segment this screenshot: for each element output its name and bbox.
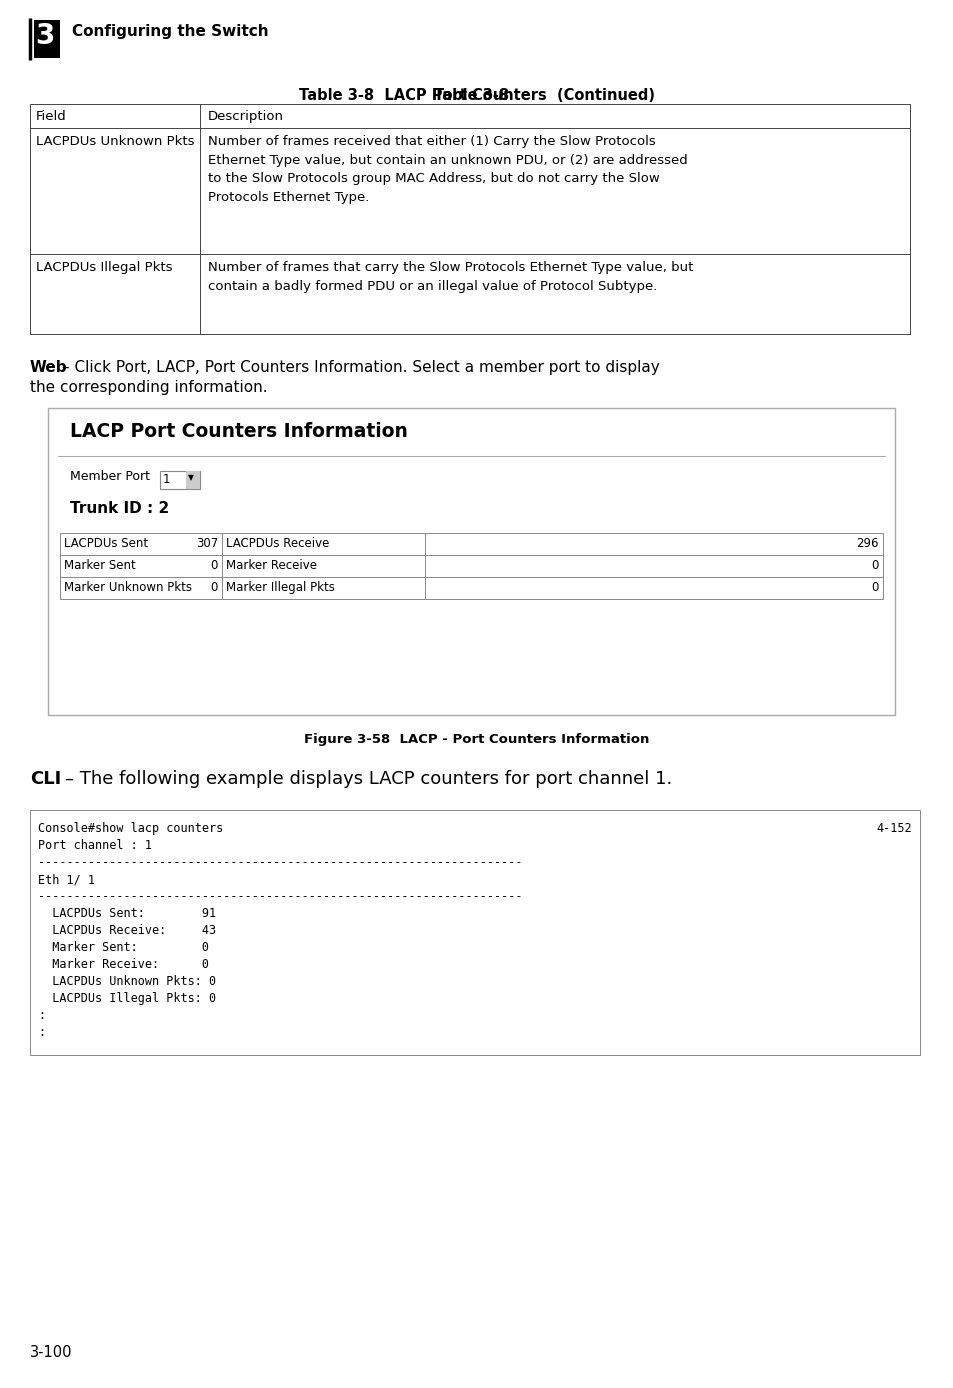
Text: Marker Unknown Pkts: Marker Unknown Pkts: [64, 582, 192, 594]
Text: Description: Description: [208, 110, 284, 124]
Text: LACPDUs Illegal Pkts: LACPDUs Illegal Pkts: [36, 261, 172, 273]
Text: – Click Port, LACP, Port Counters Information. Select a member port to display: – Click Port, LACP, Port Counters Inform…: [62, 359, 659, 375]
Text: Marker Receive: Marker Receive: [226, 559, 316, 572]
Text: Web: Web: [30, 359, 68, 375]
Text: 296: 296: [856, 537, 878, 550]
Text: Figure 3-58  LACP - Port Counters Information: Figure 3-58 LACP - Port Counters Informa…: [304, 733, 649, 745]
Bar: [186, 471, 200, 489]
Text: Configuring the Switch: Configuring the Switch: [71, 24, 269, 39]
Text: Number of frames received that either (1) Carry the Slow Protocols
Ethernet Type: Number of frames received that either (1…: [208, 135, 687, 204]
Text: Marker Sent:         0: Marker Sent: 0: [38, 941, 209, 954]
Text: 1: 1: [163, 473, 171, 486]
Text: 4-152: 4-152: [876, 822, 911, 836]
Bar: [34, 19, 60, 58]
Text: ▼: ▼: [188, 473, 193, 482]
Text: Port channel : 1: Port channel : 1: [38, 838, 152, 852]
Text: LACPDUs Unknown Pkts: LACPDUs Unknown Pkts: [36, 135, 194, 149]
Text: Member Port: Member Port: [70, 471, 150, 483]
Text: LACPDUs Unknown Pkts: 0: LACPDUs Unknown Pkts: 0: [38, 974, 216, 988]
Text: 0: 0: [871, 582, 878, 594]
Text: :: :: [38, 1026, 45, 1040]
Text: – The following example displays LACP counters for port channel 1.: – The following example displays LACP co…: [65, 770, 672, 788]
Text: LACPDUs Sent: LACPDUs Sent: [64, 537, 148, 550]
Text: 3: 3: [35, 22, 54, 50]
Bar: [160, 471, 200, 489]
Text: Trunk ID : 2: Trunk ID : 2: [70, 501, 169, 516]
Text: LACPDUs Receive: LACPDUs Receive: [226, 537, 329, 550]
Text: Table 3-8  LACP Port Counters  (Continued): Table 3-8 LACP Port Counters (Continued): [298, 87, 655, 103]
Text: 0: 0: [871, 559, 878, 572]
Bar: [48, 408, 894, 715]
Text: 3-100: 3-100: [30, 1345, 72, 1360]
Text: LACPDUs Illegal Pkts: 0: LACPDUs Illegal Pkts: 0: [38, 992, 216, 1005]
Bar: [30, 811, 919, 1055]
Text: LACPDUs Receive:     43: LACPDUs Receive: 43: [38, 924, 216, 937]
Bar: [60, 533, 882, 600]
Text: 0: 0: [211, 582, 218, 594]
Text: Field: Field: [36, 110, 67, 124]
Text: LACPDUs Sent:        91: LACPDUs Sent: 91: [38, 906, 216, 920]
Text: Marker Sent: Marker Sent: [64, 559, 135, 572]
Text: 307: 307: [195, 537, 218, 550]
Text: Number of frames that carry the Slow Protocols Ethernet Type value, but
contain : Number of frames that carry the Slow Pro…: [208, 261, 693, 293]
Text: Console#show lacp counters: Console#show lacp counters: [38, 822, 223, 836]
Text: --------------------------------------------------------------------: ----------------------------------------…: [38, 856, 522, 869]
Text: --------------------------------------------------------------------: ----------------------------------------…: [38, 890, 522, 904]
Text: the corresponding information.: the corresponding information.: [30, 380, 268, 396]
Text: 0: 0: [211, 559, 218, 572]
Text: LACP Port Counters Information: LACP Port Counters Information: [70, 422, 408, 441]
Text: Marker Receive:      0: Marker Receive: 0: [38, 958, 209, 972]
Text: Marker Illegal Pkts: Marker Illegal Pkts: [226, 582, 335, 594]
Text: Table 3-8: Table 3-8: [434, 87, 519, 103]
Bar: [30, 104, 909, 335]
Text: Eth 1/ 1: Eth 1/ 1: [38, 873, 95, 886]
Text: :: :: [38, 1009, 45, 1022]
Text: CLI: CLI: [30, 770, 61, 788]
